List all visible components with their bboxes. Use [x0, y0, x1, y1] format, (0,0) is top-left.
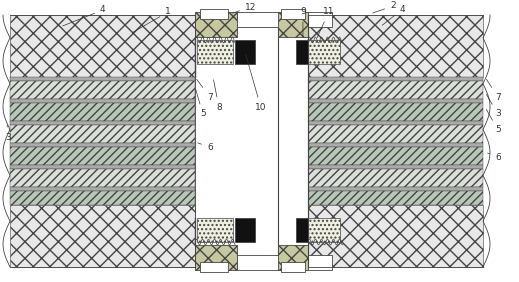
Bar	[237, 12, 332, 27]
Bar	[281, 9, 305, 19]
Bar	[10, 191, 195, 205]
Bar	[237, 255, 332, 270]
Bar	[308, 165, 483, 169]
Bar	[278, 245, 308, 270]
Bar	[10, 205, 195, 267]
Text: 4: 4	[63, 6, 106, 26]
Bar	[308, 218, 340, 242]
Bar	[308, 169, 483, 187]
Bar	[10, 15, 195, 77]
Bar	[197, 218, 233, 242]
Bar	[308, 81, 483, 99]
Bar	[10, 77, 195, 81]
Text: 4: 4	[382, 5, 406, 25]
Bar	[281, 262, 305, 272]
Text: 5: 5	[486, 109, 501, 135]
Text: 1: 1	[132, 8, 171, 33]
Bar	[308, 143, 483, 147]
Bar	[308, 40, 340, 64]
Bar	[235, 40, 255, 64]
Text: 6: 6	[198, 142, 213, 151]
Bar	[308, 99, 483, 103]
Bar	[10, 121, 195, 125]
Bar	[200, 9, 228, 19]
Text: 7: 7	[486, 79, 501, 102]
Bar	[10, 125, 195, 143]
Bar	[10, 103, 195, 121]
Bar	[10, 99, 195, 103]
Bar	[308, 205, 483, 267]
Text: 9: 9	[300, 8, 306, 37]
Text: 2: 2	[373, 1, 395, 13]
Bar	[10, 143, 195, 147]
Bar	[308, 125, 483, 143]
Bar	[296, 40, 308, 64]
Bar	[296, 218, 308, 242]
Text: 3: 3	[486, 94, 501, 118]
Bar	[10, 169, 195, 187]
Bar	[200, 262, 228, 272]
Text: 5: 5	[196, 90, 206, 118]
Bar	[10, 147, 195, 165]
Bar	[308, 187, 483, 191]
Text: 10: 10	[246, 55, 266, 111]
Bar	[308, 77, 483, 81]
Text: 11: 11	[317, 8, 335, 38]
Bar	[235, 218, 255, 242]
Bar	[197, 40, 233, 64]
Bar	[308, 191, 483, 205]
Bar	[10, 187, 195, 191]
Bar	[195, 245, 237, 270]
Bar	[308, 121, 483, 125]
Bar	[10, 81, 195, 99]
Bar	[195, 12, 237, 37]
Bar	[308, 147, 483, 165]
Text: 8: 8	[213, 80, 222, 111]
Bar	[10, 165, 195, 169]
Text: 7: 7	[197, 79, 213, 102]
Text: 6: 6	[487, 153, 501, 162]
Bar	[308, 15, 483, 77]
Text: 12: 12	[233, 3, 256, 13]
Bar	[278, 15, 308, 267]
Text: 3: 3	[5, 125, 11, 142]
Bar	[308, 103, 483, 121]
Bar	[278, 12, 308, 37]
